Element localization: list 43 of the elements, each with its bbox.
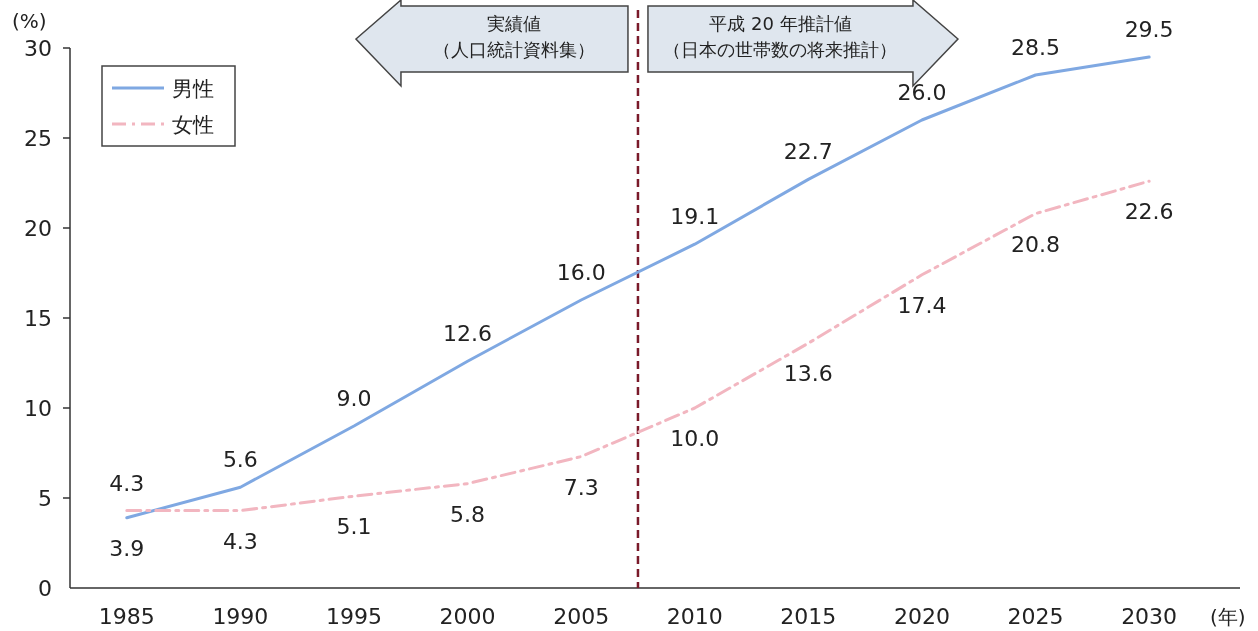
x-tick-label: 1985 [98,604,155,629]
y-tick-label: 30 [24,36,52,61]
x-tick-label: 2000 [439,604,496,629]
data-label: 16.0 [556,260,606,285]
data-label: 19.1 [670,204,720,230]
data-label: 4.3 [109,470,145,496]
data-label: 10.0 [670,426,720,451]
x-tick-label: 2020 [893,604,950,629]
x-tick-label: 2005 [553,604,610,629]
data-label: 22.6 [1124,199,1174,225]
x-tick-label: 1990 [212,604,269,629]
y-tick-label: 0 [38,576,52,601]
x-tick-label: 2015 [780,604,837,629]
x-tick-label: 2010 [666,604,723,629]
y-tick-label: 25 [24,126,52,151]
annotation: 平成 20 年推計値（日本の世帯数の将来推計） [663,13,898,60]
data-label: 9.0 [336,386,372,411]
annotation: 実績値（人口統計資料集） [433,13,596,60]
x-tick-label: 2025 [1007,604,1064,629]
data-label: 26.0 [897,80,947,105]
data-label: 29.5 [1124,17,1174,42]
data-label: 28.5 [1011,35,1061,60]
x-tick-label: 2030 [1121,604,1178,629]
data-label: 12.6 [443,321,493,347]
data-label: 22.7 [783,139,833,165]
y-tick-label: 15 [24,306,52,331]
y-tick-label: 5 [38,486,52,511]
data-label: 5.6 [222,447,258,473]
data-label: 5.1 [336,514,372,540]
x-axis-title: (年) [1210,605,1246,629]
x-tick-label: 1995 [325,604,382,629]
legend-label: 女性 [172,113,214,137]
data-label: 5.8 [450,501,486,527]
data-label: 20.8 [1011,231,1061,257]
y-tick-label: 20 [24,216,52,241]
data-label: 17.4 [897,292,947,318]
data-label: 7.3 [563,474,599,500]
y-tick-label: 10 [24,396,52,421]
y-axis-title: (%) [12,9,47,33]
data-label: 3.9 [109,535,145,561]
legend-label: 男性 [172,77,214,101]
data-label: 4.3 [222,528,258,554]
data-label: 13.6 [783,361,833,387]
